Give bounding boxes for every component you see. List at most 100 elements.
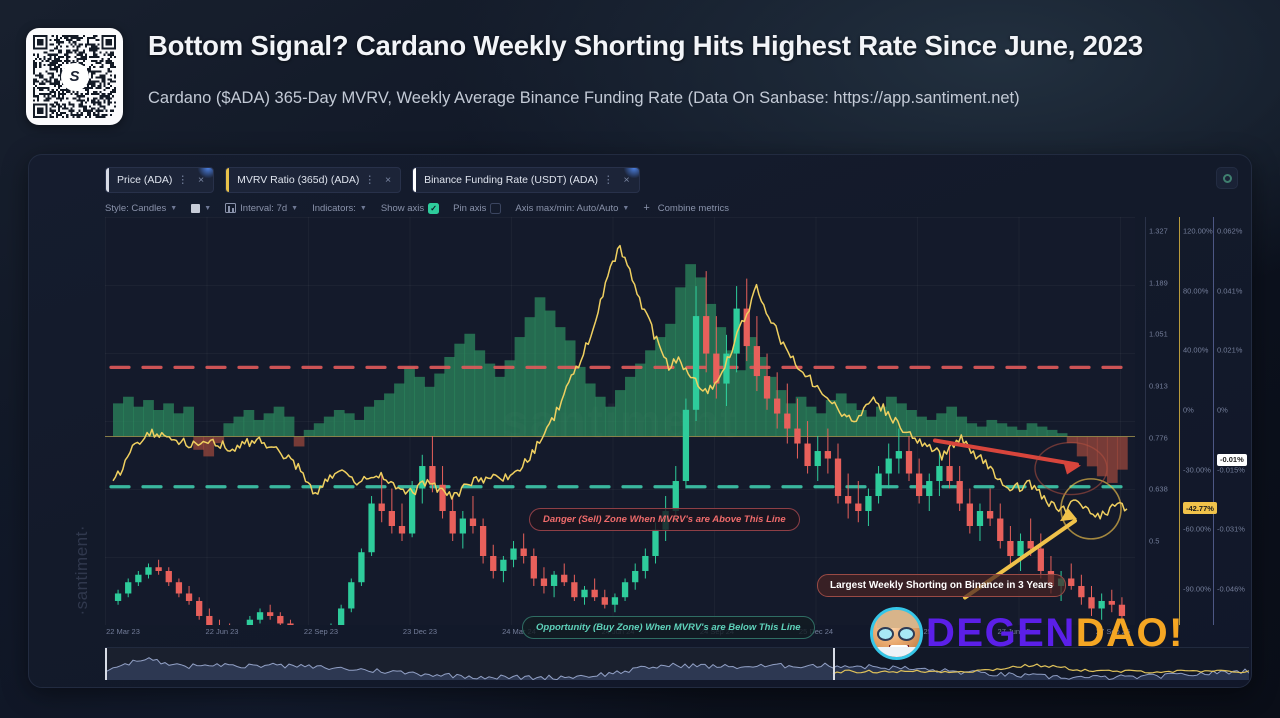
show-axis-label: Show axis [380,202,425,214]
chevron-down-icon: ▼ [204,204,212,212]
axis-tick-label: 1.189 [1149,278,1168,288]
avatar-hair [877,609,920,628]
x-axis-tick-label: 23 Dec 23 [402,627,438,636]
metric-color-bar [413,168,417,192]
x-axis-tick-label: 22 Mar 23 [106,627,140,636]
degendao-logo: DEGENDAO! [870,604,1184,662]
interval-label: Interval: 7d [240,202,288,214]
santiment-s-badge: S [60,62,89,91]
degendao-avatar [870,606,923,660]
metric-chip-label: Price (ADA) [117,174,173,186]
avatar-goggle-right [898,626,915,641]
chart-panel: Price (ADA) ⋮ × MVRV Ratio (365d) (ADA) … [28,154,1252,688]
metric-chip-price[interactable]: Price (ADA) ⋮ × [105,167,215,193]
mvrv-current-value-badge: -42.77% [1183,502,1217,515]
x-axis-tick-label: 22 Sep 23 [303,627,339,636]
interval-dropdown[interactable]: Interval: 7d ▼ [225,203,298,214]
chevron-down-icon: ▼ [291,204,299,212]
metric-close-icon[interactable]: × [623,174,630,186]
navigator-svg [105,657,1249,680]
indicators-label: Indicators: [312,202,356,214]
axis-minmax-dropdown[interactable]: Axis max/min: Auto/Auto ▼ [515,203,629,214]
page-subtitle: Cardano ($ADA) 365-Day MVRV, Weekly Aver… [148,89,1020,107]
axis-tick-label: 0.021% [1217,345,1243,355]
metric-chip-mvrv[interactable]: MVRV Ratio (365d) (ADA) ⋮ × [225,167,402,193]
axis-tick-label: 0.638 [1149,484,1168,494]
x-axis-tick-label: 27 Sep 25 [1095,627,1131,636]
avatar-coat [873,646,920,657]
navigator-handle-right[interactable] [833,648,835,680]
metric-menu-icon[interactable]: ⋮ [602,174,614,186]
indicators-dropdown[interactable]: Indicators: ▼ [312,203,367,214]
metric-close-icon[interactable]: × [384,174,392,186]
axis-line [1179,217,1180,625]
axis-tick-label: 120.00% [1183,226,1213,236]
metric-chip-funding[interactable]: Binance Funding Rate (USDT) (ADA) ⋮ × [412,167,640,193]
axis-tick-label: 1.051 [1149,329,1168,339]
calendar-icon [225,203,237,213]
chevron-down-icon: ▼ [359,204,367,212]
chart-toolbar: Style: Candles ▼ ▼ Interval: 7d ▼ Indica… [105,199,743,217]
axis-tick-label: -0.046% [1217,584,1245,594]
shorting-annotation: Largest Weekly Shorting on Binance in 3 … [817,574,1067,597]
avatar-goggle-left [877,626,894,641]
brand-degen: DEGEN [926,611,1076,655]
santiment-side-watermark: ·santiment· [72,525,91,616]
checkbox-unchecked-icon[interactable] [490,202,502,214]
degendao-wordmark: DEGENDAO! [926,613,1184,653]
axis-tick-label: 1.327 [1149,226,1168,236]
axis-tick-label: -90.00% [1183,584,1211,594]
metric-menu-icon[interactable]: ⋮ [177,174,188,186]
metric-close-icon[interactable]: × [197,174,205,186]
plot-area[interactable]: santiment [105,217,1135,625]
axis-tick-label: -0.015% [1217,465,1245,475]
metric-chip-list: Price (ADA) ⋮ × MVRV Ratio (365d) (ADA) … [105,167,640,193]
axis-minmax-label: Axis max/min: Auto/Auto [515,202,619,214]
x-axis-tick-label: 27 Jun 25 [997,627,1031,636]
style-label: Style: Candles [105,202,167,214]
x-axis-tick-label: 22 Jun 23 [205,627,239,636]
gear-icon [1222,173,1232,183]
axis-tick-label: 0.062% [1217,226,1243,236]
axis-tick-label: 0.5 [1149,536,1160,546]
metric-color-bar [226,168,230,192]
axis-tick-label: 0.041% [1217,286,1243,296]
page-title: Bottom Signal? Cardano Weekly Shorting H… [148,30,1143,61]
x-axis-tick-label: 24 Mar 24 [502,627,536,636]
axis-tick-label: 0.776 [1149,433,1168,443]
pin-axis-label: Pin axis [453,202,487,214]
header-banner: S Bottom Signal? Cardano Weekly Shorting… [0,0,1280,140]
plus-icon: + [643,202,650,214]
axis-tick-label: 80.00% [1183,286,1209,296]
metric-chip-label: MVRV Ratio (365d) (ADA) [237,174,360,186]
pin-axis-toggle[interactable]: Pin axis [453,202,502,214]
brand-dao: DAO! [1075,611,1184,655]
axis-tick-label: 0% [1217,405,1228,415]
color-swatch-dropdown[interactable]: ▼ [191,203,212,213]
danger-zone-annotation: Danger (Sell) Zone When MVRV's are Above… [529,508,800,531]
axis-tick-label: 0.913 [1149,381,1168,391]
show-axis-toggle[interactable]: Show axis ✓ [380,202,440,214]
axis-line [1145,217,1146,625]
chevron-down-icon: ▼ [622,204,630,212]
color-swatch-icon [191,203,201,213]
axis-tick-label: -0.031% [1217,524,1245,534]
style-dropdown[interactable]: Style: Candles ▼ [105,203,177,214]
metric-chip-label: Binance Funding Rate (USDT) (ADA) [424,174,598,186]
checkbox-checked-icon[interactable]: ✓ [428,202,440,214]
qr-code-logo: S [26,28,123,125]
settings-button[interactable] [1216,167,1238,189]
axis-tick-label: 40.00% [1183,345,1209,355]
metric-menu-icon[interactable]: ⋮ [364,174,375,186]
axis-line [1213,217,1214,625]
chevron-down-icon: ▼ [170,204,178,212]
axis-tick-label: -60.00% [1183,524,1211,534]
combine-metrics-button[interactable]: + Combine metrics [643,202,729,214]
axis-tick-label: 0% [1183,405,1194,415]
funding-current-value-badge: -0.01% [1217,453,1247,466]
chart-navigator[interactable] [105,647,1249,680]
qr-code-image: S [33,35,116,118]
navigator-handle-left[interactable] [105,648,107,680]
axis-tick-label: -30.00% [1183,465,1211,475]
